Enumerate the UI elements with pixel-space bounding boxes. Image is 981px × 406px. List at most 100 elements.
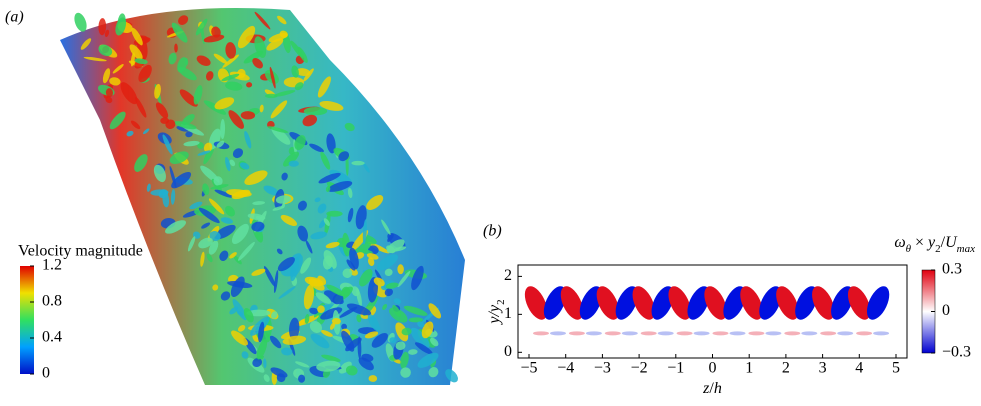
vortex-blob	[271, 126, 291, 145]
vortex-blob	[414, 342, 433, 355]
vortex-blob	[277, 15, 287, 25]
vortex-blob	[214, 97, 235, 110]
vortex-blob	[231, 330, 248, 346]
colorbar-tick-label: 1.2	[42, 257, 62, 274]
vortex-blob	[228, 110, 244, 129]
vortex-blob	[98, 18, 107, 36]
vortex	[831, 286, 854, 320]
vortex	[866, 286, 890, 320]
vortex	[740, 286, 763, 320]
vortex-blob	[219, 250, 229, 262]
vortex-blob	[317, 305, 325, 314]
vortex-blob	[319, 100, 344, 111]
vortex-blob	[252, 58, 263, 69]
vortex-blob	[233, 255, 242, 265]
x-tick-label: −2	[631, 360, 648, 377]
vortex-blob	[303, 106, 328, 116]
vortex-blob	[397, 270, 411, 288]
vortex-blob	[243, 50, 264, 64]
vortex-blob	[214, 189, 233, 198]
vortex-blob	[318, 172, 341, 184]
vortex-blob	[316, 360, 341, 372]
vortex-blob	[153, 164, 166, 183]
vortex-blob	[212, 284, 219, 291]
vortex-blob	[367, 257, 375, 267]
vortex-blob	[376, 254, 398, 271]
vortex-blob	[382, 303, 388, 310]
vortex-blob	[195, 18, 208, 36]
vortex-blob	[155, 102, 169, 119]
vortex-blob	[278, 286, 296, 299]
vortex-blob	[366, 253, 379, 260]
vortex-blob	[229, 71, 250, 81]
vortex-blob	[120, 82, 138, 105]
vortex-blob	[225, 205, 235, 217]
vortex-trace	[712, 331, 729, 336]
vortex	[776, 286, 799, 320]
vortex-blob	[267, 126, 289, 133]
vortex-blob	[302, 114, 318, 127]
colorbar-tick-label: −0.3	[942, 344, 971, 361]
vortex-trace	[621, 331, 638, 336]
vortex-blob	[176, 125, 189, 132]
vortex-blob	[255, 215, 262, 220]
vortex-blob	[251, 221, 265, 232]
vortex-blob	[341, 323, 347, 330]
vortex-blob	[98, 44, 113, 57]
vortex-blob	[196, 55, 211, 66]
vortex-trace	[676, 331, 693, 336]
vortex-blob	[310, 231, 328, 240]
vortex-blob	[281, 172, 288, 181]
vortex-blob	[361, 353, 374, 362]
vortex-blob	[276, 373, 286, 383]
vortex-blob	[296, 68, 311, 76]
vortex-blob	[276, 248, 283, 255]
vortex	[596, 286, 619, 320]
vortex-blob	[231, 223, 249, 244]
x-tick-label: 4	[855, 360, 863, 377]
vortex-blob	[282, 335, 307, 345]
y-tick-label: 2	[504, 267, 512, 284]
x-axis-label: z/h	[702, 380, 722, 397]
vortex	[723, 286, 746, 320]
vortex-blob	[115, 17, 127, 36]
vortex-blob	[386, 239, 405, 254]
vortex-blob	[221, 73, 240, 82]
y-axis-label-part: y	[486, 316, 503, 326]
vortex-blob	[273, 90, 296, 97]
colorbar-tick-label: 0	[42, 365, 50, 382]
vortex-blob	[263, 374, 270, 382]
vortex-blob	[291, 65, 299, 78]
vortex-blob	[364, 331, 379, 339]
vortex-blob	[269, 335, 282, 349]
vortex-blob	[445, 369, 458, 383]
vortex-blob	[232, 299, 247, 321]
vortex-blob	[358, 242, 371, 252]
vortex-blob	[347, 207, 354, 223]
vortex-blob	[401, 327, 412, 336]
vortex-blob	[403, 305, 428, 316]
vortex-blob	[317, 203, 327, 214]
vortex-blob	[326, 284, 346, 297]
vortex-blob	[417, 352, 439, 368]
vortex-blob	[213, 53, 228, 64]
vortex-blob	[303, 284, 315, 310]
vortex-blob	[397, 264, 404, 275]
vortex-blob	[126, 130, 134, 137]
vortex	[579, 286, 603, 320]
vortex-blob	[83, 56, 107, 62]
colorbar-title: ωθ × y2/Umax	[894, 234, 975, 255]
colorbar-tick-label: 0.3	[942, 261, 962, 278]
vortex-blob	[393, 246, 407, 252]
vortex-blob	[408, 317, 424, 323]
vortex-blob	[210, 184, 229, 190]
vortex-blob	[189, 201, 203, 210]
vortex-blob	[198, 207, 220, 224]
vortex-blob	[225, 42, 237, 59]
vortex-blob	[289, 317, 300, 340]
vortex-blob	[243, 307, 254, 323]
vortex-blob	[317, 76, 331, 98]
vortex-blob	[351, 286, 360, 297]
vortex-blob	[105, 88, 114, 98]
y-tick-label: 0	[504, 343, 512, 360]
